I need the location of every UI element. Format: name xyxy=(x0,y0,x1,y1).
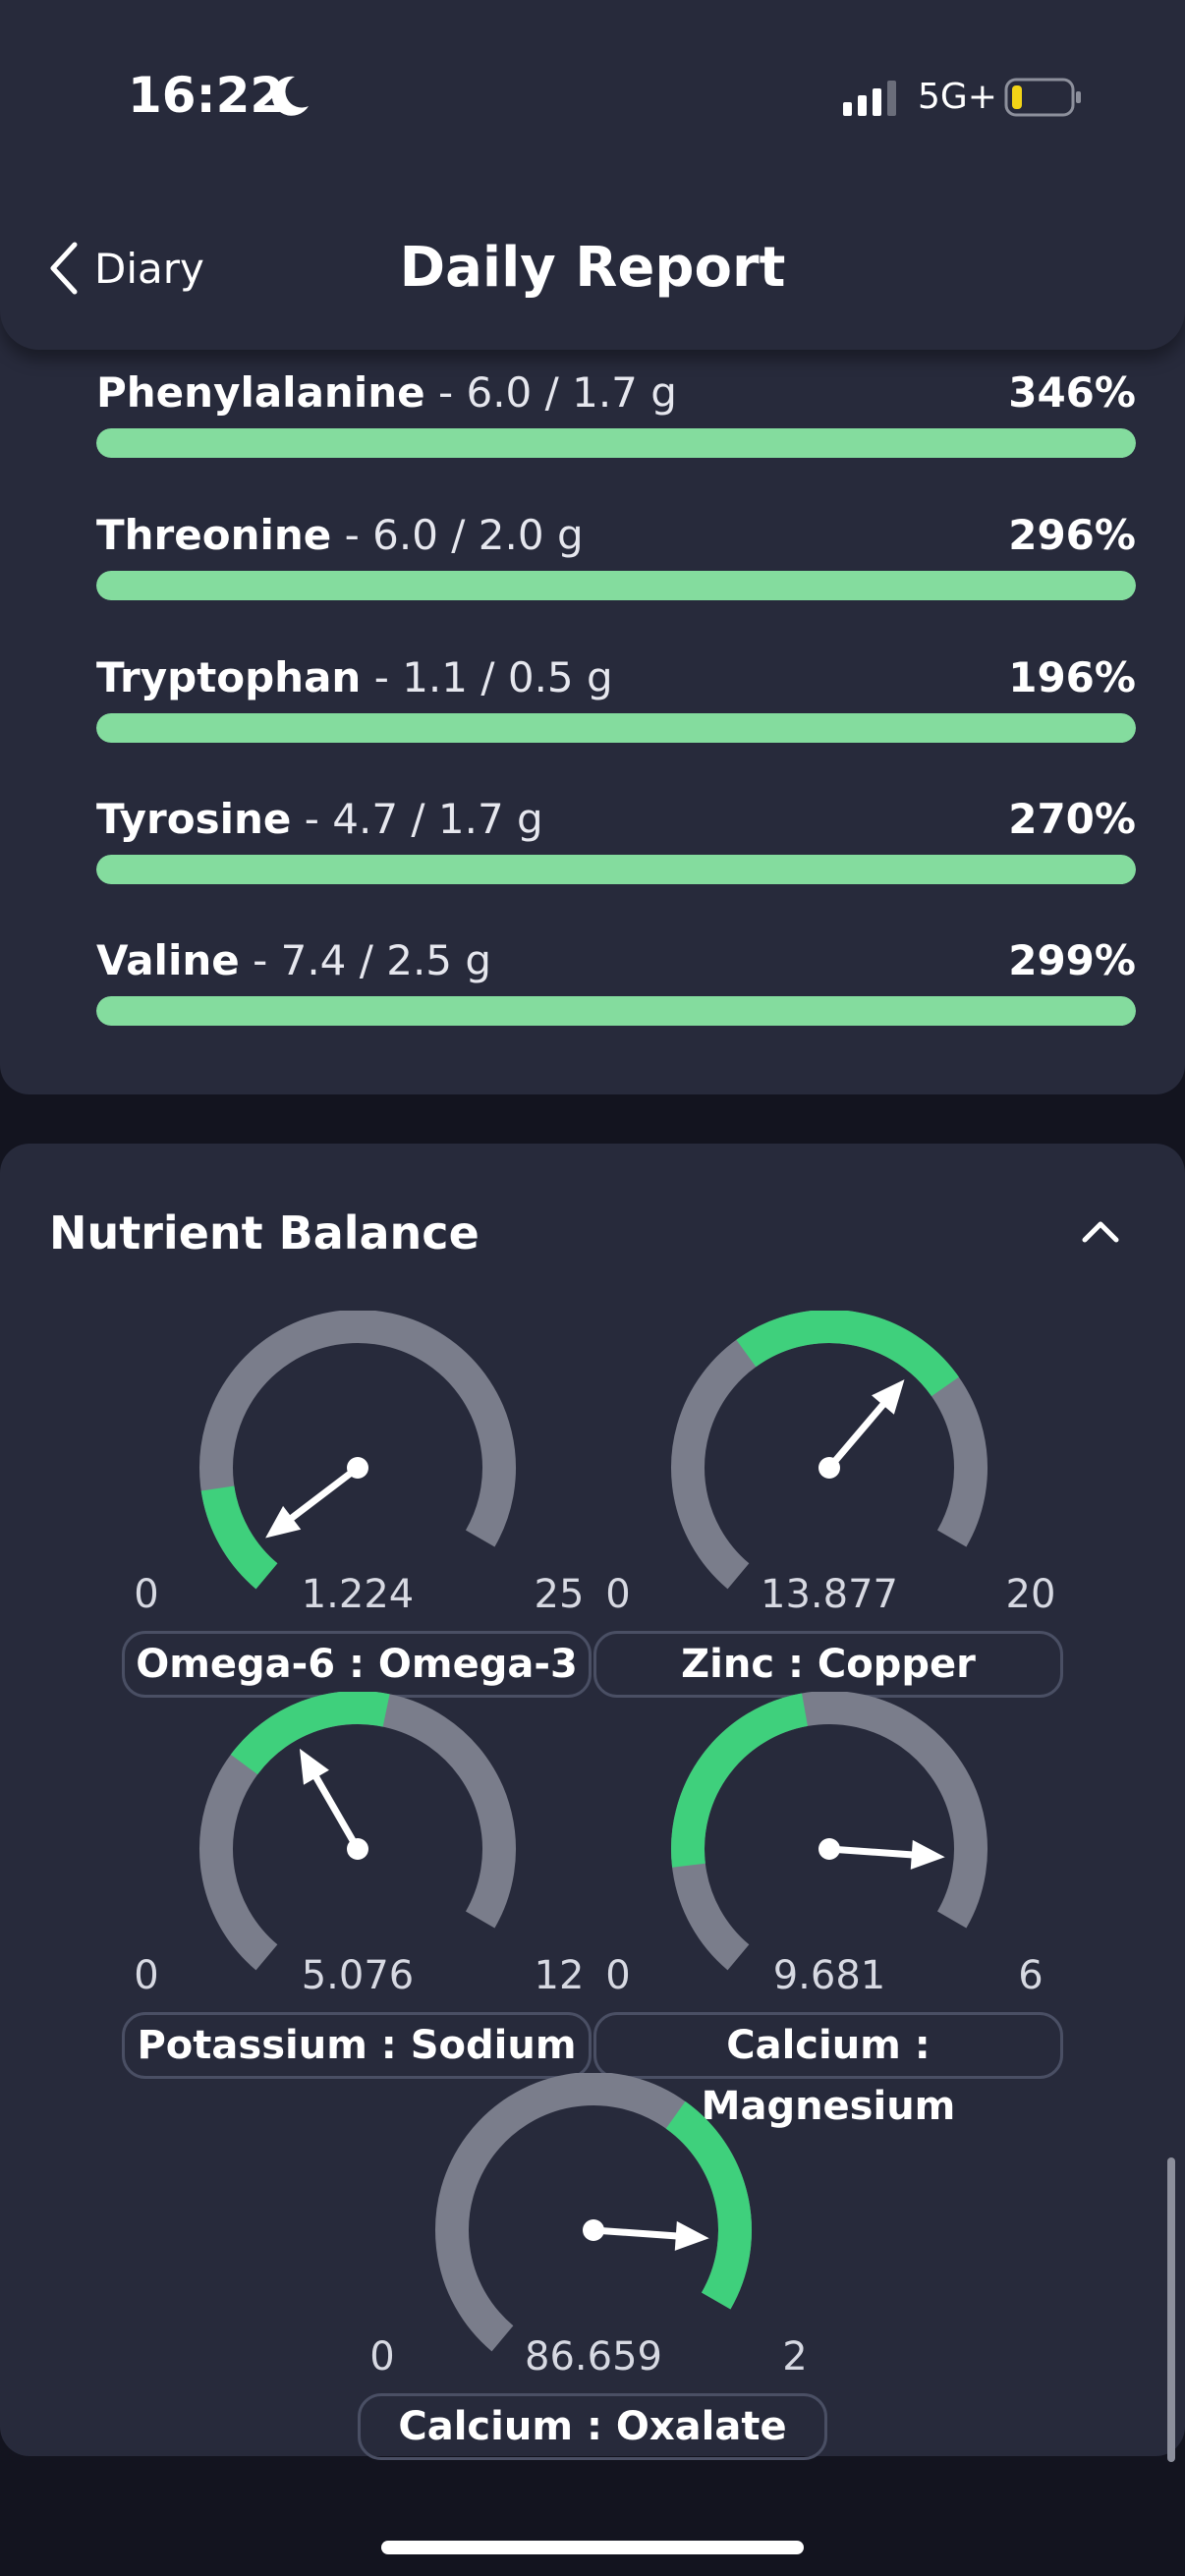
gauge-pivot xyxy=(347,1838,368,1860)
network-label: 5G+ xyxy=(918,77,997,117)
amino-name: Threonine xyxy=(96,511,332,559)
amino-amount: - 7.4 / 2.5 g xyxy=(239,936,492,984)
gauge-needle xyxy=(825,1845,916,1859)
gauge-range-green xyxy=(200,1485,278,1590)
gauge-max: 6 xyxy=(1018,1953,1044,1998)
gauge-max: 2 xyxy=(782,2334,808,2380)
gauge-pivot xyxy=(583,2219,604,2241)
amino-percent: 299% xyxy=(1008,936,1136,984)
gauge-needle xyxy=(288,1464,362,1522)
battery-icon xyxy=(1004,78,1081,117)
gauge-label: Zinc : Copper xyxy=(593,1631,1063,1698)
amino-amount: - 6.0 / 1.7 g xyxy=(424,368,677,417)
progress-fill xyxy=(96,571,1136,600)
gauge-track xyxy=(671,1692,988,1971)
gauge-needle xyxy=(590,2226,680,2240)
gauge-needle-arrow xyxy=(910,1839,945,1870)
progress-bar xyxy=(96,571,1136,600)
amino-amount: - 1.1 / 0.5 g xyxy=(361,653,613,701)
gauge-zinc-copper: 0 13.877 20 Zinc : Copper xyxy=(593,1311,1065,1698)
progress-fill xyxy=(96,713,1136,743)
amino-row-valine: Valine - 7.4 / 2.5 g 299% xyxy=(96,929,1136,1026)
gauge-dial xyxy=(199,1311,516,1590)
status-time: 16:22 xyxy=(128,67,285,124)
gauge-pivot xyxy=(818,1457,840,1479)
gauge-range-green xyxy=(736,1311,959,1397)
gauge-min: 0 xyxy=(134,1953,159,1998)
gauge-value: 86.659 xyxy=(525,2334,662,2380)
amino-row-phenylalanine: Phenylalanine - 6.0 / 1.7 g 346% xyxy=(96,362,1136,458)
progress-fill xyxy=(96,428,1136,458)
gauge-needle-arrow xyxy=(299,1748,329,1785)
gauge-min: 0 xyxy=(605,1953,631,1998)
progress-fill xyxy=(96,996,1136,1026)
chevron-left-icon xyxy=(50,242,78,295)
gauge-max: 20 xyxy=(1005,1572,1056,1617)
gauge-needle xyxy=(312,1773,362,1853)
gauge-dial xyxy=(199,1692,516,1971)
amino-percent: 270% xyxy=(1008,795,1136,843)
gauge-calcium-magnesium: 0 9.681 6 Calcium : Magnesium xyxy=(593,1692,1065,2129)
gauge-track xyxy=(199,1311,516,1590)
gauge-pivot xyxy=(347,1457,368,1479)
gauge-label: Potassium : Sodium xyxy=(122,2012,592,2079)
section-title: Nutrient Balance xyxy=(49,1206,480,1260)
gauge-value: 9.681 xyxy=(772,1953,886,1998)
gauge-min: 0 xyxy=(369,2334,395,2380)
gauge-min: 0 xyxy=(605,1572,631,1617)
amino-amount: - 4.7 / 1.7 g xyxy=(291,795,543,843)
progress-fill xyxy=(96,855,1136,884)
progress-bar xyxy=(96,428,1136,458)
gauge-min: 0 xyxy=(134,1572,159,1617)
back-label: Diary xyxy=(94,244,204,293)
gauge-dial xyxy=(435,2073,752,2352)
gauge-label: Calcium : Oxalate xyxy=(358,2393,827,2460)
gauge-max: 12 xyxy=(534,1953,585,1998)
amino-amount: - 6.0 / 2.0 g xyxy=(331,511,584,559)
gauge-potassium-sodium: 0 5.076 12 Potassium : Sodium xyxy=(122,1692,593,2079)
gauge-label: Calcium : Magnesium xyxy=(593,2012,1063,2129)
gauge-dial xyxy=(671,1311,988,1590)
progress-bar xyxy=(96,713,1136,743)
gauge-range-green xyxy=(665,2100,752,2310)
gauge-dial xyxy=(671,1692,988,1971)
gauge-value: 5.076 xyxy=(301,1953,415,1998)
gauge-needle-arrow xyxy=(674,2220,709,2251)
gauge-value: 1.224 xyxy=(301,1572,415,1617)
moon-icon xyxy=(271,76,309,116)
gauge-omega6-omega3: 0 1.224 25 Omega-6 : Omega-3 xyxy=(122,1311,593,1698)
back-button[interactable]: Diary xyxy=(45,234,204,303)
gauge-needle xyxy=(825,1401,886,1472)
amino-name: Tryptophan xyxy=(96,653,362,701)
gauge-range-green xyxy=(671,1693,809,1868)
amino-percent: 346% xyxy=(1008,368,1136,417)
gauge-needle-arrow xyxy=(872,1379,905,1415)
progress-bar xyxy=(96,855,1136,884)
scrollbar[interactable] xyxy=(1167,2157,1175,2462)
amino-name: Tyrosine xyxy=(96,795,292,843)
amino-name: Valine xyxy=(96,936,240,984)
chevron-up-icon[interactable] xyxy=(1071,1203,1130,1261)
gauge-label: Omega-6 : Omega-3 xyxy=(122,1631,592,1698)
app-header: 16:22 5G+ Diary Daily Report xyxy=(0,0,1185,350)
gauge-calcium-oxalate: 0 86.659 2 Calcium : Oxalate xyxy=(358,2073,829,2460)
amino-percent: 296% xyxy=(1008,511,1136,559)
progress-bar xyxy=(96,996,1136,1026)
gauge-range-green xyxy=(230,1692,390,1775)
amino-row-tyrosine: Tyrosine - 4.7 / 1.7 g 270% xyxy=(96,788,1136,884)
gauge-pivot xyxy=(818,1838,840,1860)
amino-row-tryptophan: Tryptophan - 1.1 / 0.5 g 196% xyxy=(96,646,1136,743)
signal-icon xyxy=(843,81,896,116)
amino-percent: 196% xyxy=(1008,653,1136,701)
amino-name: Phenylalanine xyxy=(96,368,425,417)
page-title: Daily Report xyxy=(399,236,786,300)
gauge-needle-arrow xyxy=(265,1505,302,1539)
amino-row-threonine: Threonine - 6.0 / 2.0 g 296% xyxy=(96,504,1136,600)
gauge-max: 25 xyxy=(534,1572,585,1617)
nutrient-balance-panel: Nutrient Balance 0 1.224 25 Omega-6 : Om… xyxy=(0,1144,1185,2460)
gauge-value: 13.877 xyxy=(761,1572,898,1617)
home-indicator[interactable] xyxy=(381,2541,804,2554)
